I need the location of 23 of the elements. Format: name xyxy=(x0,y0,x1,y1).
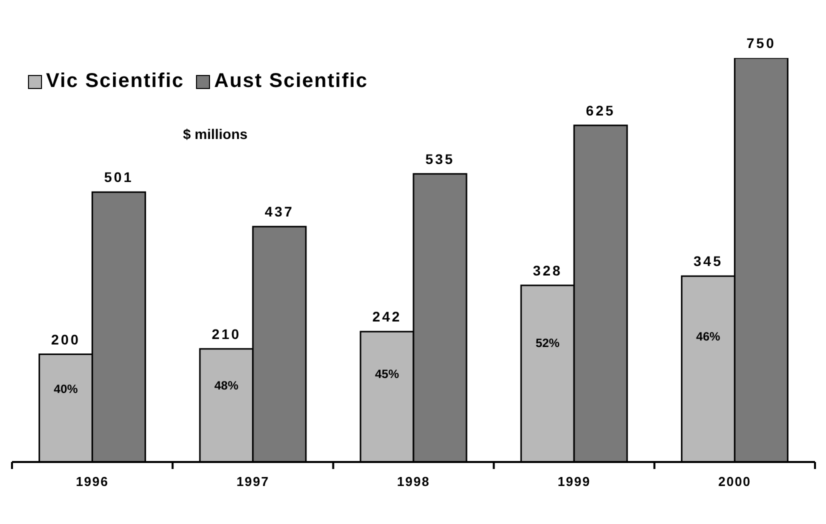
annotation: 45% xyxy=(374,366,400,381)
x-tick-label: 2000 xyxy=(718,474,752,489)
data-label: 535 xyxy=(425,150,455,167)
annotation: 40% xyxy=(54,382,78,396)
legend-label: Vic Scientific xyxy=(45,70,184,93)
legend-label: Aust Scientific xyxy=(213,70,368,93)
annotation: 52% xyxy=(536,336,560,350)
data-label: 625 xyxy=(586,102,616,118)
data-label: 345 xyxy=(694,253,723,270)
annotation: 48% xyxy=(214,378,239,392)
text: $ millions xyxy=(183,126,248,142)
data-label: 501 xyxy=(104,169,134,186)
data-label: 750 xyxy=(746,35,776,51)
x-tick-label: 1998 xyxy=(397,474,430,489)
data-label: 200 xyxy=(51,331,80,348)
x-tick-label: 1997 xyxy=(236,474,270,489)
data-label: 242 xyxy=(372,308,402,325)
x-tick-label: 1999 xyxy=(558,474,591,489)
data-label: 210 xyxy=(212,326,242,342)
data-label: 437 xyxy=(264,204,294,220)
x-tick-label: 1996 xyxy=(76,474,109,489)
annotation: 46% xyxy=(696,330,721,344)
data-label: 328 xyxy=(532,262,562,278)
